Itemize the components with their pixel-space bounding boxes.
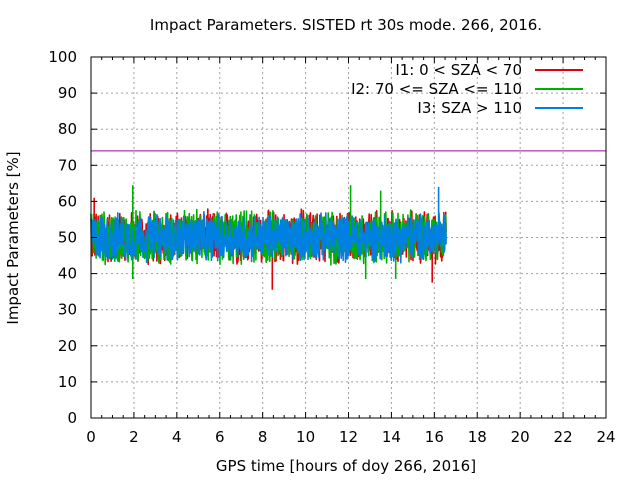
x-tick-label: 14 bbox=[382, 428, 401, 446]
x-tick-label: 4 bbox=[172, 428, 182, 446]
x-tick-label: 8 bbox=[258, 428, 268, 446]
y-tick-label: 10 bbox=[58, 373, 77, 391]
y-tick-label: 100 bbox=[48, 48, 77, 66]
legend-label-1: I1: 0 < SZA < 70 bbox=[395, 61, 522, 79]
x-tick-label: 18 bbox=[468, 428, 487, 446]
x-tick-label: 16 bbox=[425, 428, 444, 446]
x-tick-label: 22 bbox=[554, 428, 573, 446]
x-tick-label: 6 bbox=[215, 428, 225, 446]
x-tick-label: 20 bbox=[511, 428, 530, 446]
x-tick-label: 0 bbox=[86, 428, 96, 446]
y-tick-label: 80 bbox=[58, 120, 77, 138]
series-layer bbox=[90, 185, 447, 290]
y-tick-label: 70 bbox=[58, 156, 77, 174]
legend-label-3: I3: SZA > 110 bbox=[417, 99, 522, 117]
y-tick-label: 60 bbox=[58, 192, 77, 210]
ticks-layer: 0 2 4 6 8 10 12 14 16 18 20 22 240102030405060708090… bbox=[48, 48, 615, 446]
x-tick-label: 10 bbox=[296, 428, 315, 446]
series-line-3 bbox=[90, 187, 447, 264]
x-axis-label: GPS time [hours of doy 266, 2016] bbox=[216, 457, 476, 475]
y-tick-label: 30 bbox=[58, 301, 77, 319]
y-tick-label: 40 bbox=[58, 265, 77, 283]
x-tick-label: 12 bbox=[339, 428, 358, 446]
y-tick-label: 20 bbox=[58, 337, 77, 355]
y-tick-label: 50 bbox=[58, 229, 77, 247]
x-tick-label: 2 bbox=[129, 428, 139, 446]
x-tick-label: 24 bbox=[596, 428, 615, 446]
chart-title: Impact Parameters. SISTED rt 30s mode. 2… bbox=[150, 16, 542, 34]
y-tick-label: 90 bbox=[58, 84, 77, 102]
y-tick-label: 0 bbox=[67, 409, 77, 427]
y-axis-label: Impact Parameters [%] bbox=[4, 151, 22, 324]
legend-label-2: I2: 70 <= SZA <= 110 bbox=[351, 80, 522, 98]
